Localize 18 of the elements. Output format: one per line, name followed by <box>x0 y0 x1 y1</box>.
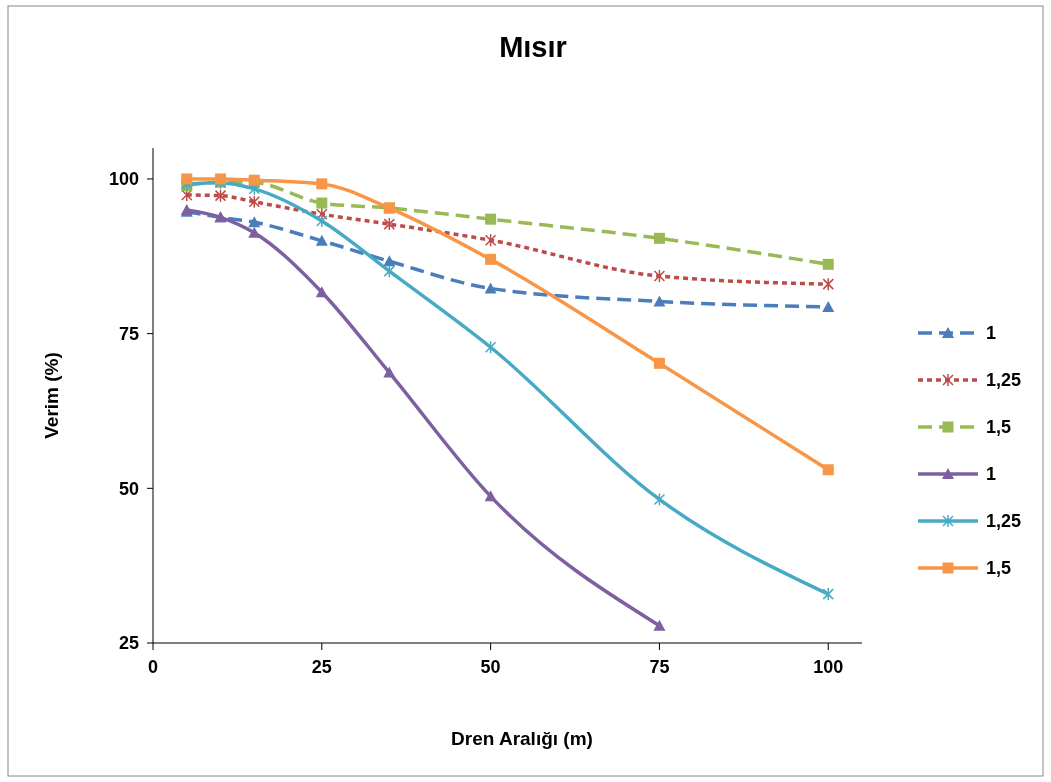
x-tick-label: 25 <box>311 657 332 677</box>
y-tick-label: 100 <box>108 169 139 190</box>
x-axis-title: Dren Aralığı (m) <box>451 728 593 749</box>
legend-label: 1,5 <box>986 417 1012 438</box>
x-tick-label: 0 <box>147 657 159 677</box>
x-tick-label: 50 <box>480 657 501 677</box>
y-axis-title: Verim (%) <box>41 352 62 439</box>
legend-label: 1 <box>986 464 997 485</box>
y-tick-label: 50 <box>118 478 139 499</box>
x-tick-label: 75 <box>649 657 670 677</box>
legend-label: 1,25 <box>986 370 1022 391</box>
x-tick-label: 100 <box>813 657 844 677</box>
y-tick-label: 25 <box>118 633 139 654</box>
legend-label: 1 <box>986 323 997 344</box>
chart-title: Mısır <box>499 31 567 63</box>
y-tick-label: 75 <box>118 323 139 344</box>
legend-label: 1,25 <box>986 511 1022 532</box>
legend-label: 1,5 <box>986 558 1012 579</box>
